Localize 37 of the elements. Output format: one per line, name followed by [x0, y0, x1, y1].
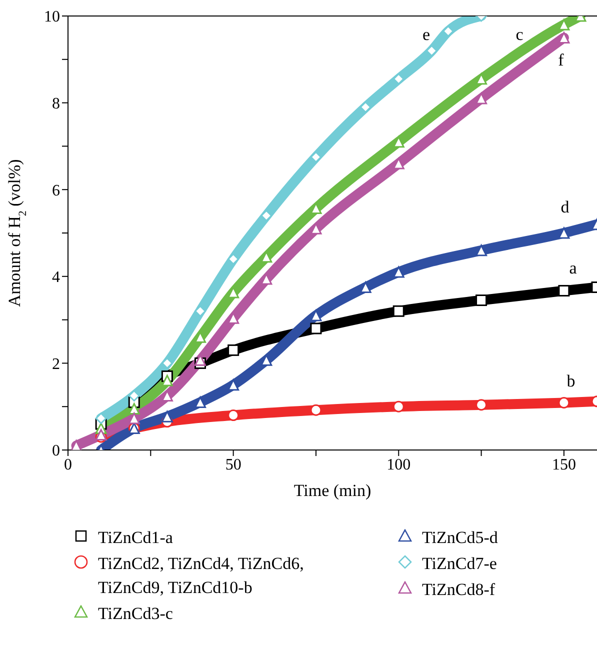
annotation: b [566, 371, 576, 390]
point [392, 305, 404, 317]
point [228, 344, 240, 356]
point [228, 410, 240, 422]
annotation: c [516, 25, 524, 44]
y-tick-label: 10 [44, 8, 60, 26]
annotation: a [569, 258, 578, 278]
annotation: f [558, 50, 564, 70]
legend-label: TiZnCd8-f [422, 579, 496, 601]
x-tick-label: 0 [64, 456, 72, 474]
point [128, 390, 140, 402]
point [558, 396, 570, 408]
legend-label: TiZnCd2, TiZnCd4, TiZnCd6, TiZnCd9, TiZnCd10-b [98, 553, 305, 599]
legend-label: TiZnCd7-e [422, 553, 497, 575]
point [70, 440, 82, 450]
point [476, 244, 488, 256]
point [161, 410, 173, 422]
point [558, 284, 570, 296]
point [310, 404, 322, 416]
y-tick-label: 8 [52, 95, 60, 112]
point [392, 400, 404, 412]
point [95, 412, 107, 424]
y-tick-label: 6 [52, 182, 60, 200]
x-tick-label: 100 [386, 456, 411, 474]
annotation: d [560, 197, 570, 216]
point [476, 294, 488, 306]
legend-label: TiZnCd1-a [98, 527, 173, 549]
x-axis-title: Time (min) [294, 481, 372, 500]
y-tick-label: 2 [52, 356, 60, 373]
y-tick-label: 4 [52, 269, 60, 286]
annotation: e [422, 25, 430, 44]
x-tick-label: 50 [225, 456, 242, 474]
x-tick-label: 150 [552, 456, 576, 474]
y-tick-label: 0 [52, 442, 60, 460]
point [310, 322, 322, 334]
legend-label: TiZnCd5-d [422, 527, 498, 549]
legend-label: TiZnCd3-c [98, 603, 173, 625]
